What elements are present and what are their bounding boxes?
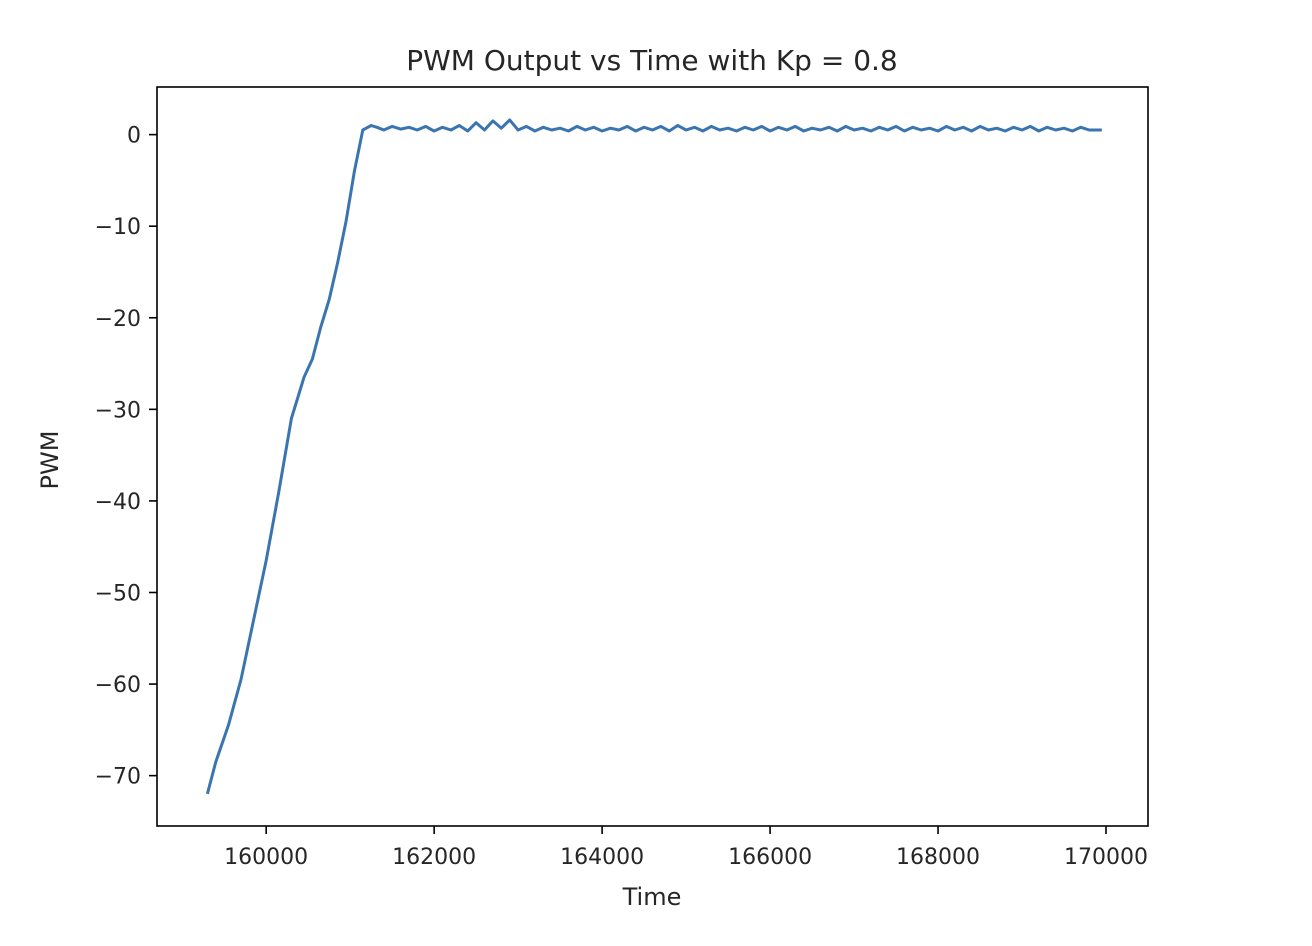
x-tick-label: 166000 (728, 845, 812, 870)
plot-area (205, 118, 1102, 795)
y-tick-label: −70 (95, 765, 141, 790)
x-tick-label: 168000 (896, 845, 980, 870)
y-tick-label: −30 (95, 398, 141, 423)
y-tick-label: −50 (95, 581, 141, 606)
chart-title: PWM Output vs Time with Kp = 0.8 (406, 44, 898, 77)
series-line-0 (205, 118, 1102, 795)
y-tick-label: 0 (127, 124, 141, 149)
axes-frame (156, 86, 1149, 827)
x-axis-label: Time (622, 883, 682, 911)
y-tick-label: −10 (95, 215, 141, 240)
x-tick-label: 164000 (560, 845, 644, 870)
y-axis-ticks: 0 −10 −20 −30 −40 −50 −60 −70 (95, 124, 157, 790)
y-tick-label: −40 (95, 490, 141, 515)
x-tick-label: 170000 (1064, 845, 1148, 870)
x-tick-label: 160000 (224, 845, 308, 870)
y-tick-label: −60 (95, 673, 141, 698)
x-tick-label: 162000 (392, 845, 476, 870)
x-axis-ticks: 160000 162000 164000 166000 168000 170000 (224, 826, 1148, 870)
y-tick-label: −20 (95, 307, 141, 332)
y-axis-label: PWM (36, 431, 64, 490)
